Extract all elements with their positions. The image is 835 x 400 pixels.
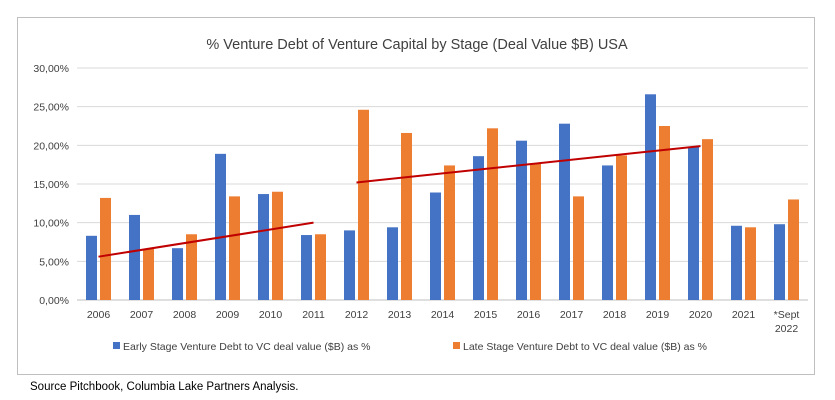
legend-label: Late Stage Venture Debt to VC deal value… xyxy=(463,341,707,353)
late-stage-bar xyxy=(788,199,799,300)
late-stage-bar xyxy=(573,196,584,300)
late-stage-bar xyxy=(186,234,197,300)
x-tick-label: 2017 xyxy=(560,309,584,321)
x-tick-label: *Sept 2022 xyxy=(774,309,800,335)
late-stage-bar xyxy=(444,165,455,300)
late-stage-bar xyxy=(530,163,541,300)
trendline xyxy=(98,221,314,258)
x-tick-label: 2013 xyxy=(388,309,412,321)
legend-swatch xyxy=(453,342,460,349)
y-tick-label: 0,00% xyxy=(39,295,69,307)
early-stage-bar xyxy=(172,248,183,300)
x-tick-label: 2014 xyxy=(431,309,455,321)
x-tick-label: 2015 xyxy=(474,309,498,321)
late-stage-bar xyxy=(315,234,326,300)
trendlines xyxy=(98,145,701,258)
late-stage-bar xyxy=(487,128,498,300)
late-stage-bar xyxy=(272,191,283,300)
early-stage-bar xyxy=(387,227,398,300)
legend-label: Early Stage Venture Debt to VC deal valu… xyxy=(123,341,370,353)
x-tick-label: 2016 xyxy=(517,309,541,321)
y-tick-label: 10,00% xyxy=(33,218,69,230)
y-tick-label: 30,00% xyxy=(33,63,69,75)
early-stage-bar xyxy=(344,230,355,300)
early-stage-bar xyxy=(731,225,742,300)
late-stage-bar xyxy=(401,132,412,300)
x-tick-label: 2020 xyxy=(689,309,713,321)
early-stage-bar xyxy=(430,192,441,300)
x-axis-ticks: 2006 2007 2008 2009 2010 2011 2012 2013 2014 2015… xyxy=(87,309,800,335)
early-stage-bar xyxy=(645,94,656,300)
x-tick-label: 2007 xyxy=(130,309,154,321)
x-tick-label: 2008 xyxy=(173,309,197,321)
y-axis-ticks: 0,00% 5,00% 10,00% 15,00% 20,00% 25,00% 30,00% xyxy=(33,63,69,307)
x-tick-label: 2006 xyxy=(87,309,111,321)
late-stage-bar xyxy=(229,196,240,300)
early-stage-bar xyxy=(559,123,570,301)
early-stage-bar xyxy=(602,165,613,300)
early-stage-bar xyxy=(516,140,527,300)
x-tick-label: 2009 xyxy=(216,309,240,321)
late-stage-bar xyxy=(659,126,670,300)
y-tick-label: 15,00% xyxy=(33,179,69,191)
chart-title: % Venture Debt of Venture Capital by Sta… xyxy=(206,37,628,53)
early-stage-bar xyxy=(86,235,97,300)
early-stage-bar xyxy=(301,235,312,300)
x-tick-label: 2012 xyxy=(345,309,369,321)
early-stage-bar xyxy=(473,156,484,300)
late-stage-bar xyxy=(616,155,627,300)
early-stage-bar xyxy=(258,194,269,300)
chart-frame: % Venture Debt of Venture Capital by Sta… xyxy=(17,17,815,375)
early-stage-bar xyxy=(215,153,226,300)
y-tick-label: 5,00% xyxy=(39,256,69,268)
x-tick-label: 2021 xyxy=(732,309,756,321)
y-tick-label: 20,00% xyxy=(33,140,69,152)
chart: % Venture Debt of Venture Capital by Sta… xyxy=(33,37,808,353)
late-stage-bar xyxy=(702,139,713,300)
early-stage-bar xyxy=(688,146,699,300)
bars xyxy=(86,94,799,301)
legend-swatch xyxy=(113,342,120,349)
late-stage-bar xyxy=(358,109,369,300)
early-stage-bar xyxy=(129,214,140,300)
late-stage-bar xyxy=(100,197,111,300)
legend: Early Stage Venture Debt to VC deal valu… xyxy=(113,341,707,353)
gridlines xyxy=(77,67,808,301)
late-stage-bar xyxy=(143,248,154,300)
trendline xyxy=(356,145,701,184)
y-tick-label: 25,00% xyxy=(33,102,69,114)
x-tick-label: 2018 xyxy=(603,309,627,321)
x-tick-label: 2019 xyxy=(646,309,670,321)
x-tick-label: 2011 xyxy=(302,309,325,321)
source-note: Source Pitchbook, Columbia Lake Partners… xyxy=(30,381,299,393)
x-tick-label: 2010 xyxy=(259,309,283,321)
early-stage-bar xyxy=(774,224,785,300)
late-stage-bar xyxy=(745,227,756,300)
